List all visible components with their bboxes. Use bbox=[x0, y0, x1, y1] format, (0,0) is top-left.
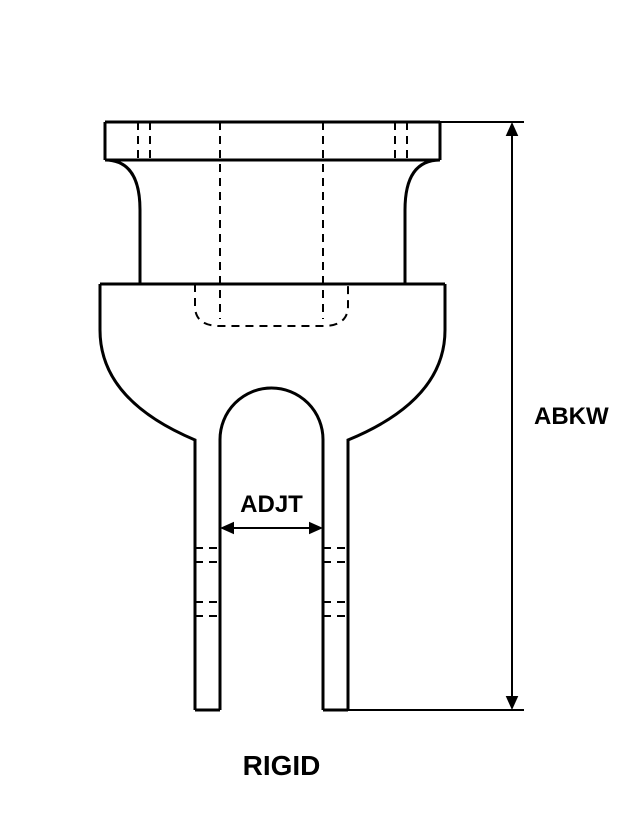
diagram-title: RIGID bbox=[243, 750, 321, 781]
technical-drawing: ABKW ADJT RIGID bbox=[0, 0, 643, 826]
dim-label-abkw: ABKW bbox=[534, 403, 609, 430]
dim-label-adjt: ADJT bbox=[240, 491, 303, 518]
